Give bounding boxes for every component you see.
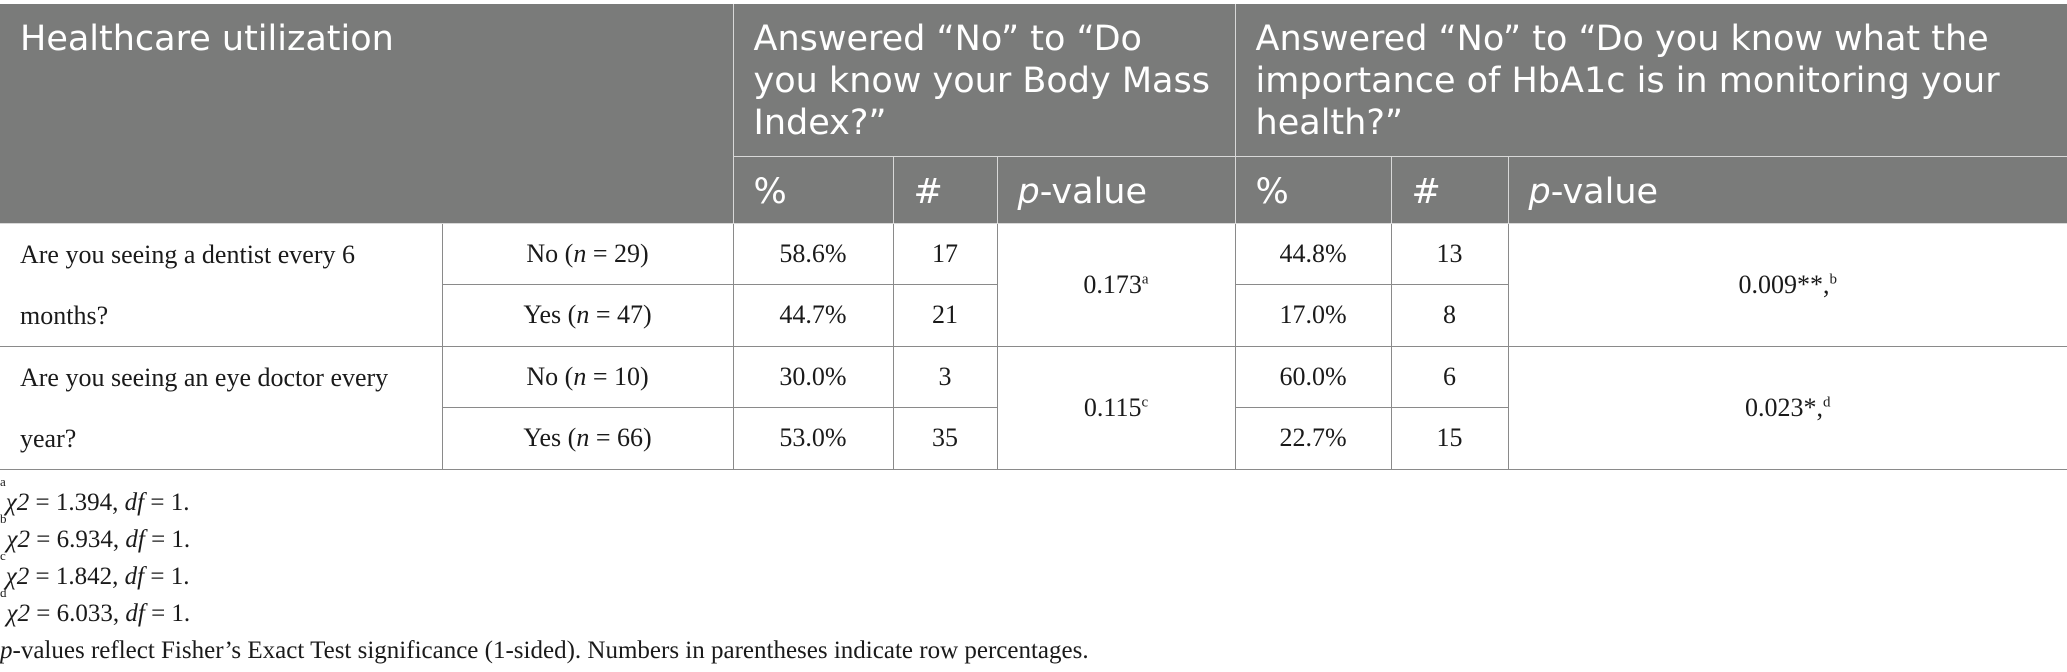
- header-blank: [0, 156, 734, 224]
- footnote-a: aχ2 = 1.394, df = 1.: [0, 474, 190, 516]
- table-row: Are you seeing an eye doctor every year?…: [0, 345, 2067, 470]
- group-label: No (n = 10): [441, 345, 734, 408]
- bmi-pvalue: 0.173a: [996, 222, 1236, 347]
- header-utilization: Healthcare utilization: [0, 4, 734, 156]
- bmi-count: 35: [892, 407, 998, 470]
- bmi-pct: 53.0%: [732, 407, 894, 470]
- header-bmi-pvalue: p-value: [997, 156, 1236, 224]
- header-hb-pvalue: p-value: [1508, 156, 2067, 224]
- hb-count: 6: [1390, 345, 1509, 408]
- question-dentist: Are you seeing a dentist every 6 months?: [0, 222, 443, 347]
- hb-pct: 60.0%: [1234, 345, 1392, 408]
- table-row: Yes (n = 47) 44.7% 21 17.0% 8: [0, 284, 2067, 347]
- hb-count: 8: [1390, 284, 1509, 347]
- bmi-pct: 30.0%: [732, 345, 894, 408]
- header-hb-pct: %: [1235, 156, 1392, 224]
- group-label: Yes (n = 47): [442, 284, 734, 347]
- hb-count: 15: [1390, 407, 1509, 470]
- hb-pct: 44.8%: [1234, 222, 1392, 285]
- footnote-d: dχ2 = 6.033, df = 1.: [0, 585, 191, 627]
- results-table: Healthcare utilization Answered “No” to …: [0, 4, 2067, 470]
- header-bmi-count: #: [893, 156, 998, 224]
- header-bmi-pct: %: [733, 156, 894, 224]
- bmi-count: 21: [892, 284, 998, 347]
- hb-pvalue: 0.023*,d: [1507, 345, 2067, 470]
- table-row: Are you seeing a dentist every 6 months?…: [0, 222, 2067, 347]
- header-hba1c-question: Answered “No” to “Do you know what the i…: [1235, 4, 2067, 157]
- footnote-c: cχ2 = 1.842, df = 1.: [0, 548, 190, 590]
- footnotes: aχ2 = 1.394, df = 1. bχ2 = 6.934, df = 1…: [0, 474, 1089, 669]
- bmi-count: 3: [892, 345, 998, 408]
- table-row: Yes (n = 66) 53.0% 35 22.7% 15: [0, 407, 2067, 470]
- group-label: No (n = 29): [441, 222, 734, 285]
- table-note: p-values reflect Fisher’s Exact Test sig…: [0, 637, 1089, 664]
- bmi-count: 17: [892, 222, 998, 285]
- bmi-pct: 44.7%: [732, 284, 894, 347]
- question-eye-doctor: Are you seeing an eye doctor every year?: [0, 345, 443, 470]
- footnote-b: bχ2 = 6.934, df = 1.: [0, 511, 191, 553]
- hb-pvalue: 0.009**,b: [1507, 222, 2067, 347]
- hb-count: 13: [1390, 222, 1509, 285]
- header-hb-count: #: [1391, 156, 1509, 224]
- hb-pct: 22.7%: [1234, 407, 1392, 470]
- hb-pct: 17.0%: [1234, 284, 1392, 347]
- bmi-pvalue: 0.115c: [996, 345, 1236, 470]
- header-bmi-question: Answered “No” to “Do you know your Body …: [733, 4, 1236, 157]
- group-label: Yes (n = 66): [442, 407, 734, 470]
- bmi-pct: 58.6%: [732, 222, 894, 285]
